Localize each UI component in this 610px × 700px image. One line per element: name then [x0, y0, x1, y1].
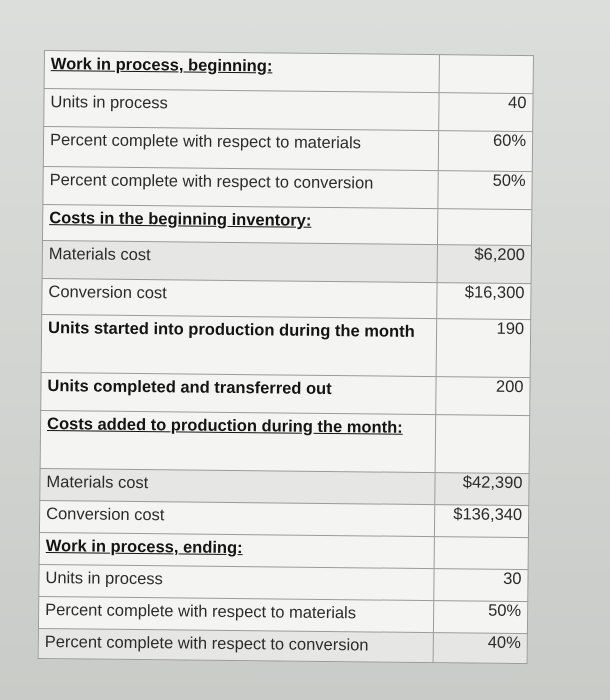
row-label: Units in process [38, 564, 435, 601]
row-value: $42,390 [435, 472, 530, 506]
table-body: Work in process, beginning: Units in proc… [38, 50, 534, 664]
row-label: Percent complete with respect to materia… [43, 126, 440, 171]
row-value: $6,200 [437, 244, 532, 284]
row-value: 50% [433, 600, 528, 634]
table-row: Costs in the beginning inventory: [42, 204, 532, 246]
row-label: Units in process [43, 88, 440, 131]
table-row: Work in process, beginning: [44, 50, 534, 94]
row-label: Materials cost [39, 468, 436, 505]
table-row: Percent complete with respect to materia… [43, 126, 533, 172]
row-value: 200 [436, 376, 531, 416]
row-label: Percent complete with respect to convers… [42, 166, 439, 209]
table-row: Percent complete with respect to convers… [42, 166, 533, 210]
row-label: Percent complete with respect to convers… [38, 628, 434, 663]
row-value: 60% [438, 130, 533, 172]
row-label: Costs added to production during the mon… [40, 410, 437, 473]
row-value [439, 54, 534, 94]
table-row: Percent complete with respect to materia… [38, 596, 528, 634]
process-costing-table: Work in process, beginning: Units in proc… [37, 50, 534, 665]
table-row: Work in process, ending: [39, 532, 529, 570]
table-row: Units in process 30 [38, 564, 529, 602]
table-row: Units in process 40 [43, 88, 534, 132]
row-label: Work in process, ending: [39, 532, 435, 569]
row-label: Materials cost [42, 240, 438, 283]
row-value: 30 [434, 568, 529, 602]
row-label: Conversion cost [39, 500, 436, 537]
table-row: Conversion cost $136,340 [39, 500, 529, 538]
table-row: Materials cost $42,390 [39, 468, 530, 506]
row-label: Percent complete with respect to materia… [38, 596, 435, 633]
table-row: Materials cost $6,200 [42, 240, 532, 284]
row-label: Units started into production during the… [41, 314, 438, 377]
table-row: Units completed and transferred out 200 [40, 372, 531, 416]
table-row: Units started into production during the… [41, 314, 531, 378]
row-value: $16,300 [437, 282, 532, 320]
row-label: Conversion cost [41, 278, 438, 319]
table-row: Conversion cost $16,300 [41, 278, 532, 320]
row-value [437, 208, 532, 246]
table-row: Costs added to production during the mon… [40, 410, 530, 474]
row-label: Units completed and transferred out [40, 372, 437, 415]
row-value: 190 [436, 318, 531, 378]
row-label: Work in process, beginning: [44, 50, 440, 93]
row-value [435, 414, 530, 474]
row-value [434, 536, 529, 570]
row-value: $136,340 [434, 504, 529, 538]
row-value: 50% [438, 170, 533, 210]
table-row: Percent complete with respect to convers… [38, 628, 528, 664]
row-label: Costs in the beginning inventory: [42, 204, 439, 245]
row-value: 40 [439, 92, 534, 132]
row-value: 40% [433, 632, 528, 664]
